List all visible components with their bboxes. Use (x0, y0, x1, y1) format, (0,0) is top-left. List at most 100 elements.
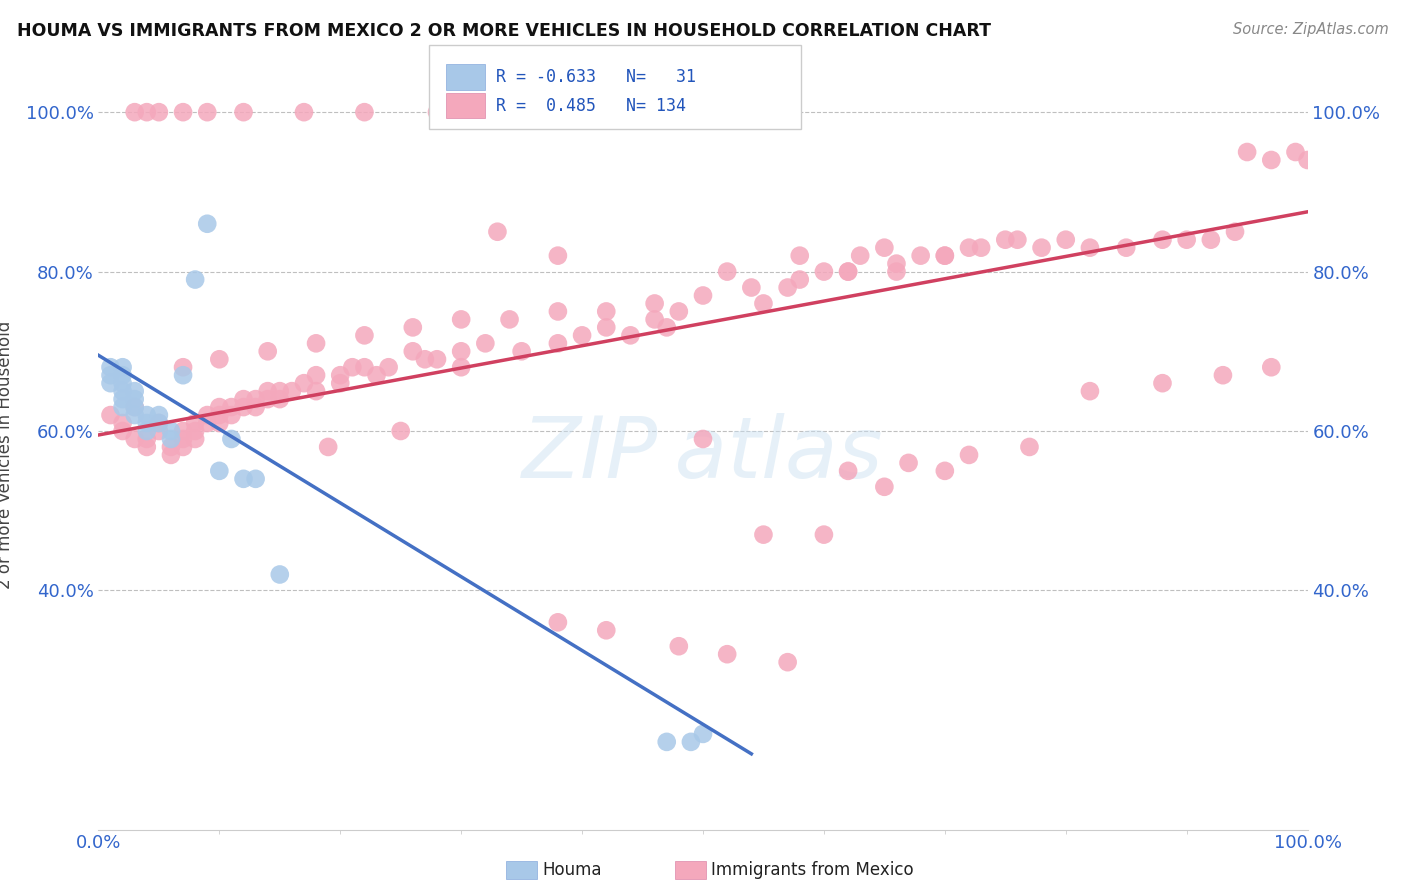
Point (221, 400, 243, 414)
Point (1115, 241, 1137, 255)
Point (245, 400, 267, 414)
Point (716, 264, 738, 278)
Point (269, 384, 291, 399)
Point (910, 249, 932, 263)
Point (619, 328, 641, 343)
Point (837, 464, 859, 478)
Point (679, 735, 702, 749)
Point (353, 360, 375, 375)
Point (1260, 360, 1282, 375)
Point (776, 655, 799, 669)
Point (184, 416, 207, 430)
Point (124, 408, 146, 422)
Point (208, 352, 231, 367)
Point (1031, 241, 1053, 255)
Point (316, 440, 339, 454)
Point (208, 416, 231, 430)
Point (1152, 233, 1174, 247)
Point (886, 257, 908, 271)
Point (450, 360, 472, 375)
Point (426, 352, 449, 367)
Point (426, 105, 449, 120)
Point (135, 432, 157, 446)
Point (547, 249, 569, 263)
Point (849, 249, 872, 263)
Point (1236, 145, 1258, 159)
Point (111, 392, 134, 406)
Point (172, 432, 194, 446)
Point (160, 432, 183, 446)
Point (402, 344, 425, 359)
Point (1296, 153, 1319, 167)
Point (957, 448, 980, 462)
Point (305, 336, 328, 351)
Point (208, 408, 231, 422)
Point (124, 384, 146, 399)
Point (148, 416, 170, 430)
Point (498, 312, 520, 326)
Point (148, 105, 170, 120)
Point (1018, 440, 1040, 454)
Point (195, 408, 218, 422)
Point (353, 328, 375, 343)
Point (124, 432, 146, 446)
Point (232, 472, 254, 486)
Point (160, 448, 183, 462)
Point (789, 272, 811, 286)
Point (366, 368, 388, 383)
Point (111, 360, 134, 375)
Point (305, 368, 328, 383)
Point (1199, 233, 1222, 247)
Point (644, 312, 666, 326)
Point (595, 624, 617, 638)
Point (1007, 233, 1029, 247)
Point (1212, 368, 1234, 383)
Point (957, 241, 980, 255)
Point (994, 233, 1017, 247)
Point (172, 424, 194, 438)
Point (124, 392, 146, 406)
Point (100, 360, 122, 375)
Point (740, 280, 762, 294)
Point (450, 312, 472, 326)
Point (402, 320, 425, 334)
Point (208, 464, 231, 478)
Point (752, 296, 775, 310)
Text: HOUMA VS IMMIGRANTS FROM MEXICO 2 OR MORE VEHICLES IN HOUSEHOLD CORRELATION CHAR: HOUMA VS IMMIGRANTS FROM MEXICO 2 OR MOR… (17, 22, 991, 40)
Point (245, 392, 267, 406)
Point (281, 384, 304, 399)
Point (595, 320, 617, 334)
Point (195, 217, 218, 231)
Point (934, 249, 956, 263)
Point (256, 344, 278, 359)
Text: Source: ZipAtlas.com: Source: ZipAtlas.com (1233, 22, 1389, 37)
Point (124, 105, 146, 120)
Point (195, 416, 218, 430)
Point (100, 408, 122, 422)
Point (111, 384, 134, 399)
Point (269, 567, 291, 582)
Point (269, 392, 291, 406)
Point (160, 440, 183, 454)
Point (245, 472, 267, 486)
Point (172, 368, 194, 383)
Point (1078, 241, 1101, 255)
Point (232, 105, 254, 120)
Point (1175, 233, 1198, 247)
Point (148, 408, 170, 422)
Point (668, 304, 690, 318)
Point (692, 288, 714, 302)
Point (135, 105, 157, 120)
Point (111, 416, 134, 430)
Point (305, 384, 328, 399)
Point (571, 328, 593, 343)
Point (547, 336, 569, 351)
Text: R =  0.485   N= 134: R = 0.485 N= 134 (496, 96, 686, 114)
Point (329, 368, 352, 383)
Point (547, 304, 569, 318)
Point (135, 416, 157, 430)
Point (377, 360, 399, 375)
Point (148, 416, 170, 430)
Point (547, 615, 569, 630)
Point (655, 735, 678, 749)
